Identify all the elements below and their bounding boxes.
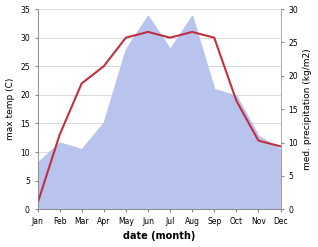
Y-axis label: med. precipitation (kg/m2): med. precipitation (kg/m2)	[303, 48, 313, 170]
X-axis label: date (month): date (month)	[123, 231, 195, 242]
Y-axis label: max temp (C): max temp (C)	[5, 78, 15, 140]
